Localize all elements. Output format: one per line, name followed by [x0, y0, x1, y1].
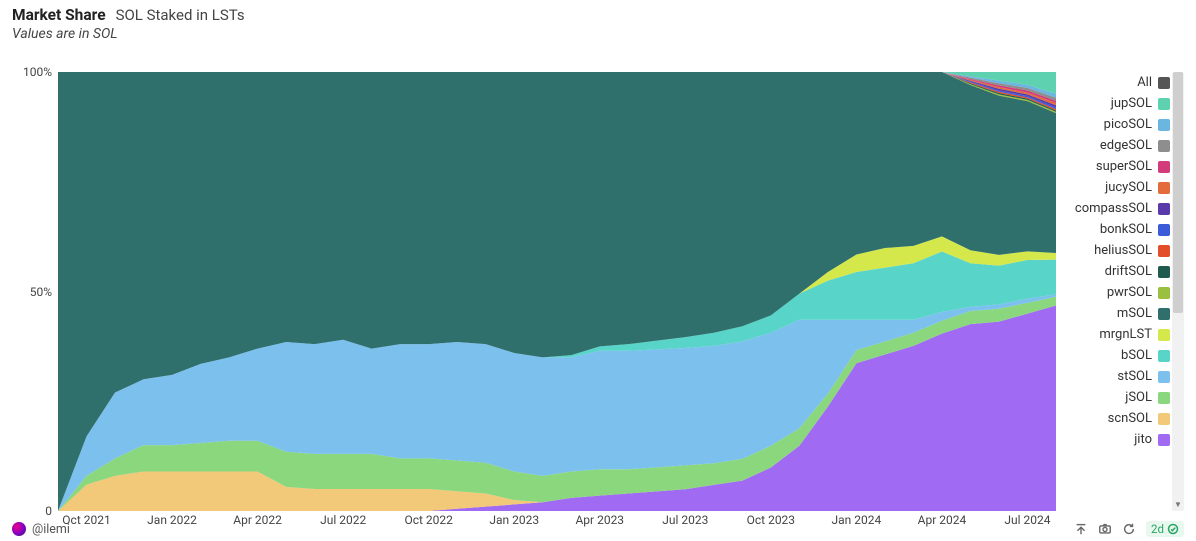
legend-item-heliusSOL[interactable]: heliusSOL — [1064, 240, 1170, 261]
legend-item-scnSOL[interactable]: scnSOL — [1064, 408, 1170, 429]
legend-label: jSOL — [1125, 390, 1152, 405]
legend-swatch — [1158, 245, 1170, 257]
legend-label: pwrSOL — [1107, 285, 1152, 300]
legend-label: jito — [1134, 432, 1152, 447]
legend-scrollbar[interactable]: ▲ ▼ — [1172, 72, 1184, 511]
legend-item-bSOL[interactable]: bSOL — [1064, 345, 1170, 366]
refresh-icon[interactable] — [1122, 522, 1136, 536]
legend-label: scnSOL — [1108, 411, 1152, 426]
legend-swatch — [1158, 98, 1170, 110]
author-handle[interactable]: @ilemi — [32, 522, 70, 537]
legend-label: compassSOL — [1075, 201, 1152, 216]
legend-item-stSOL[interactable]: stSOL — [1064, 366, 1170, 387]
legend-label: heliusSOL — [1094, 243, 1152, 258]
legend-swatch — [1158, 392, 1170, 404]
freshness-badge[interactable]: 2d — [1146, 521, 1184, 537]
legend-item-bonkSOL[interactable]: bonkSOL — [1064, 219, 1170, 240]
legend-item-jupSOL[interactable]: jupSOL — [1064, 93, 1170, 114]
legend-item-pwrSOL[interactable]: pwrSOL — [1064, 282, 1170, 303]
footer: @ilemi 2d — [12, 521, 1184, 537]
legend-item-jito[interactable]: jito — [1064, 429, 1170, 450]
legend-swatch — [1158, 371, 1170, 383]
camera-icon[interactable] — [1098, 522, 1112, 536]
legend-label: superSOL — [1096, 159, 1152, 174]
chart-plot[interactable]: Dune Oct 2021Jan 2022Apr 2022Jul 2022Oct… — [58, 72, 1056, 511]
share-icon[interactable] — [1074, 522, 1088, 536]
legend-label: picoSOL — [1104, 117, 1152, 132]
legend-swatch — [1158, 308, 1170, 320]
legend-swatch — [1158, 161, 1170, 173]
legend-item-mrgnLST[interactable]: mrgnLST — [1064, 324, 1170, 345]
legend-label: All — [1137, 75, 1152, 90]
chart-note: Values are in SOL — [12, 26, 1184, 42]
legend-swatch — [1158, 266, 1170, 278]
legend-label: mrgnLST — [1099, 327, 1152, 342]
legend-item-superSOL[interactable]: superSOL — [1064, 156, 1170, 177]
legend-swatch — [1158, 182, 1170, 194]
legend-swatch — [1158, 434, 1170, 446]
scrollbar-thumb[interactable] — [1173, 72, 1183, 313]
legend-swatch — [1158, 224, 1170, 236]
legend-item-all[interactable]: All — [1064, 72, 1170, 93]
chart-title: Market Share — [12, 6, 106, 24]
legend-item-compassSOL[interactable]: compassSOL — [1064, 198, 1170, 219]
y-axis: 050%100% — [12, 72, 58, 511]
legend-label: bSOL — [1121, 348, 1152, 363]
legend-label: mSOL — [1117, 306, 1152, 321]
scroll-down-icon[interactable]: ▼ — [1172, 499, 1184, 511]
legend-label: jucySOL — [1105, 180, 1152, 195]
legend-item-edgeSOL[interactable]: edgeSOL — [1064, 135, 1170, 156]
chart-subtitle: SOL Staked in LSTs — [116, 6, 245, 24]
legend-swatch — [1158, 119, 1170, 131]
legend-item-driftSOL[interactable]: driftSOL — [1064, 261, 1170, 282]
legend-label: edgeSOL — [1100, 138, 1152, 153]
legend-item-jucySOL[interactable]: jucySOL — [1064, 177, 1170, 198]
legend-label: stSOL — [1117, 369, 1152, 384]
legend-item-mSOL[interactable]: mSOL — [1064, 303, 1170, 324]
y-tick: 0 — [45, 504, 52, 518]
legend-label: jupSOL — [1111, 96, 1152, 111]
legend-label: bonkSOL — [1100, 222, 1152, 237]
legend-swatch — [1158, 350, 1170, 362]
chart-header: Market Share SOL Staked in LSTs — [12, 6, 1184, 24]
avatar[interactable] — [12, 522, 26, 536]
legend-swatch — [1158, 287, 1170, 299]
legend-swatch — [1158, 203, 1170, 215]
y-tick: 50% — [30, 285, 52, 299]
legend-item-picoSOL[interactable]: picoSOL — [1064, 114, 1170, 135]
legend: All jupSOL picoSOL edgeSOL superSOL jucySOL co… — [1064, 72, 1184, 511]
legend-swatch — [1158, 77, 1170, 89]
y-tick: 100% — [23, 65, 52, 79]
legend-item-jSOL[interactable]: jSOL — [1064, 387, 1170, 408]
legend-swatch — [1158, 329, 1170, 341]
legend-label: driftSOL — [1105, 264, 1152, 279]
legend-swatch — [1158, 140, 1170, 152]
legend-swatch — [1158, 413, 1170, 425]
